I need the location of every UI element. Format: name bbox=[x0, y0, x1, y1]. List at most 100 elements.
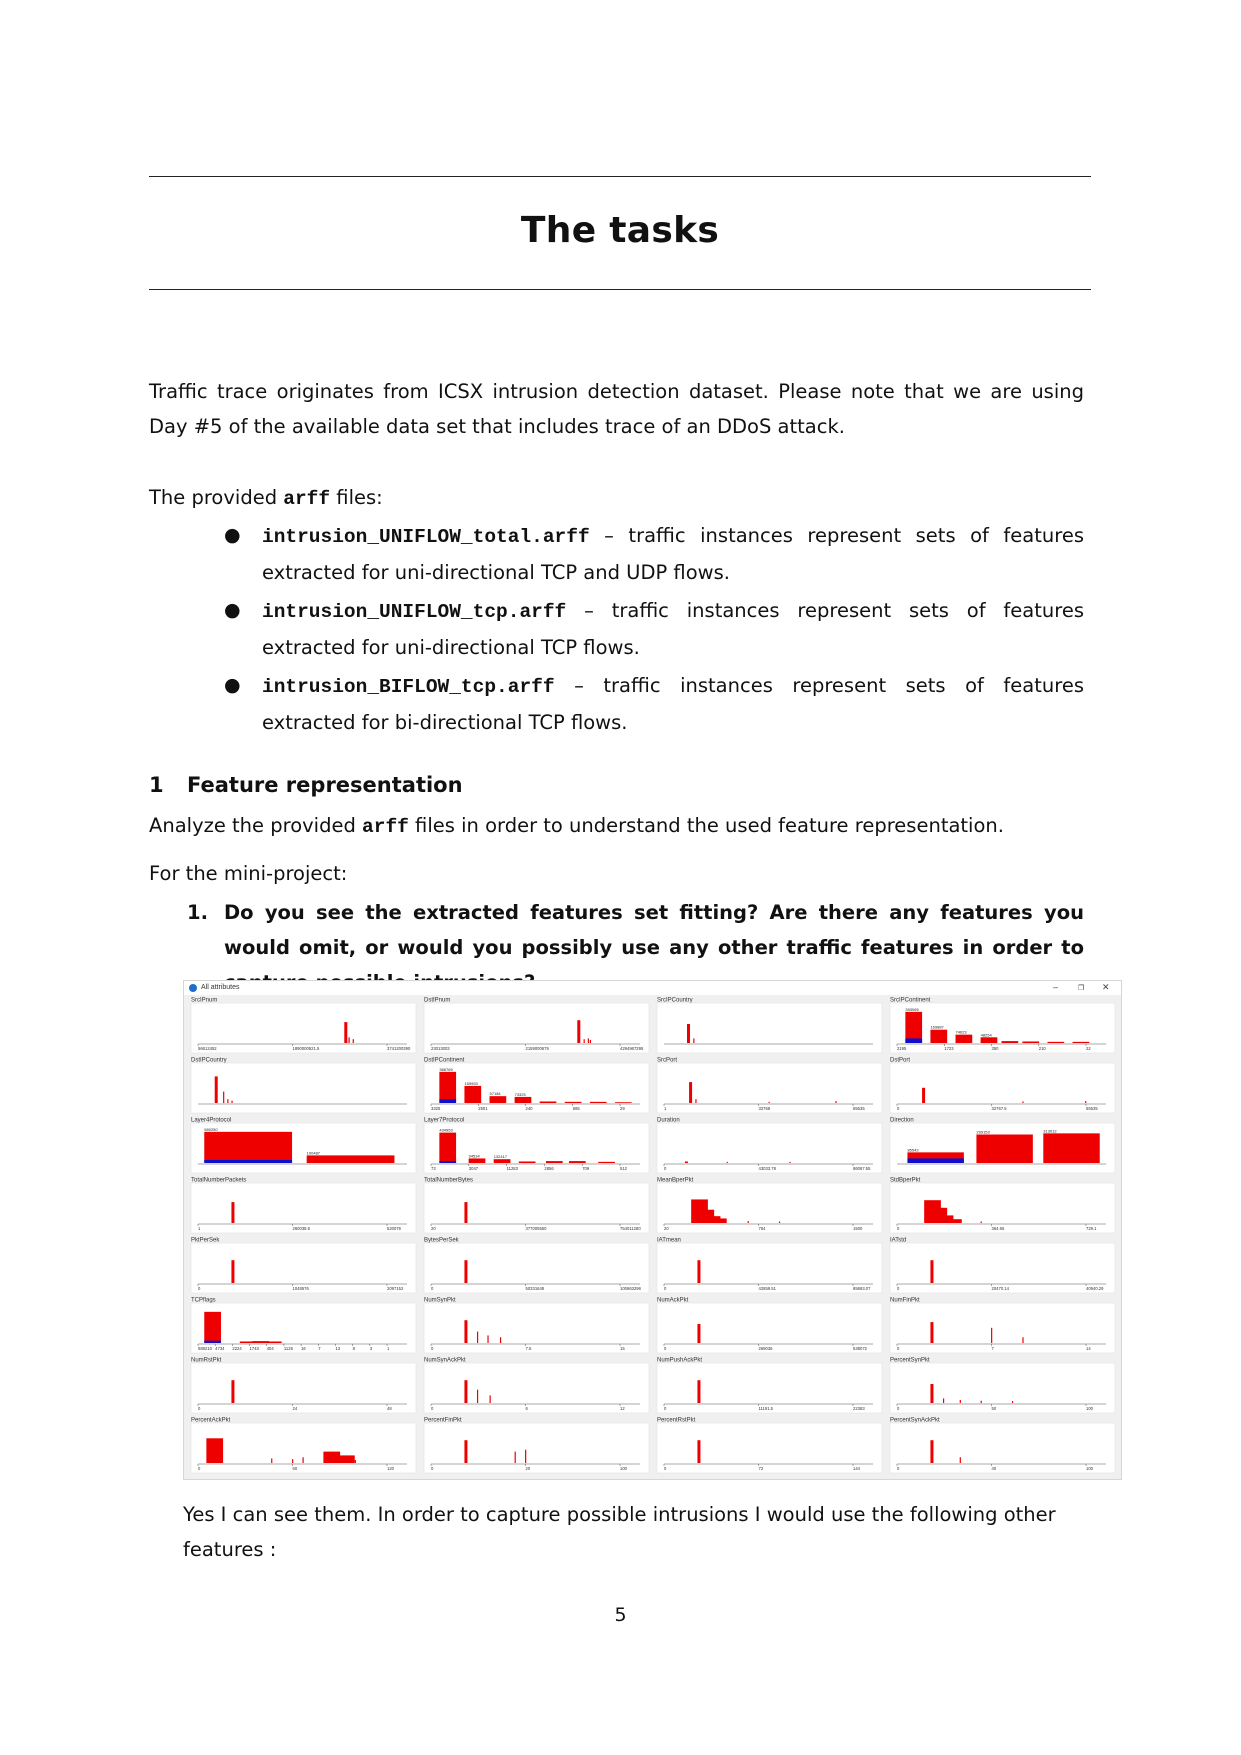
x-tick-label: 2224 bbox=[232, 1346, 242, 1351]
x-tick-label: 11191.5 bbox=[759, 1406, 774, 1411]
x-tick-label: 269036 bbox=[759, 1346, 774, 1351]
x-tick-label: 0 bbox=[198, 1466, 201, 1471]
histogram-panel bbox=[190, 1242, 417, 1294]
panel-title: PercentRstPkt bbox=[657, 1418, 696, 1424]
x-tick-label: 7.5 bbox=[526, 1346, 532, 1351]
histogram-bar bbox=[464, 1085, 482, 1103]
histogram-bar bbox=[907, 1152, 964, 1163]
histogram-bar bbox=[464, 1380, 468, 1403]
x-tick-label: 0 bbox=[664, 1406, 667, 1411]
answer-paragraph: Yes I can see them. In order to capture … bbox=[183, 1503, 1056, 1561]
x-tick-label: 73 bbox=[431, 1166, 436, 1171]
histogram-bar bbox=[514, 1096, 532, 1103]
x-tick-label: 1048576 bbox=[293, 1286, 310, 1291]
restore-icon[interactable]: ❐ bbox=[1078, 985, 1085, 992]
x-tick-label: 512 bbox=[620, 1166, 628, 1171]
x-tick-label: 754011280 bbox=[620, 1226, 641, 1231]
x-tick-label: 11283 bbox=[507, 1166, 519, 1171]
list-item: ● intrusion_UNIFLOW_total.arff – traffic… bbox=[224, 518, 1084, 590]
x-tick-label: 100 bbox=[1086, 1406, 1094, 1411]
x-tick-label: 240 bbox=[526, 1106, 534, 1111]
histogram-spike bbox=[768, 1101, 770, 1103]
histogram-bar bbox=[577, 1020, 581, 1043]
x-tick-label: 60 bbox=[293, 1466, 298, 1471]
histogram-spike bbox=[476, 1331, 479, 1343]
bar-count-label: 100487 bbox=[307, 1150, 321, 1155]
x-tick-label: 3325 bbox=[431, 1106, 441, 1111]
histogram-bar-class-b bbox=[905, 1038, 923, 1043]
x-tick-label: 665 bbox=[573, 1106, 581, 1111]
histogram-bar bbox=[697, 1380, 701, 1403]
x-tick-label: 56612452 bbox=[198, 1046, 217, 1051]
histogram-bar bbox=[589, 1101, 607, 1103]
close-icon[interactable]: ✕ bbox=[1102, 982, 1110, 992]
x-tick-label: 0 bbox=[897, 1466, 900, 1471]
panel-title: PercentSynPkt bbox=[890, 1358, 930, 1364]
list-item: ● intrusion_BIFLOW_tcp.arff – traffic in… bbox=[224, 668, 1084, 740]
x-tick-label: 85693.07 bbox=[853, 1286, 871, 1291]
page-title: The tasks bbox=[520, 210, 720, 251]
histogram-spike bbox=[589, 1039, 592, 1043]
histogram-bar bbox=[204, 1131, 293, 1163]
file-name: intrusion_BIFLOW_tcp.arff bbox=[262, 676, 555, 698]
section-heading: 1 Feature representation bbox=[149, 773, 463, 797]
x-tick-label: 42859.51 bbox=[759, 1286, 777, 1291]
histogram-panel bbox=[190, 1302, 417, 1354]
x-tick-label: 350 bbox=[992, 1046, 1000, 1051]
x-tick-label: 1126 bbox=[284, 1346, 294, 1351]
histogram-spike bbox=[695, 1099, 697, 1103]
histogram-bar bbox=[1043, 1133, 1100, 1163]
x-tick-label: 588210 bbox=[198, 1346, 213, 1351]
bar-count-label: 74623 bbox=[956, 1030, 968, 1035]
x-tick-label: 22 bbox=[1086, 1046, 1091, 1051]
histogram-spike bbox=[487, 1335, 489, 1343]
histogram-panel bbox=[889, 1062, 1116, 1114]
x-tick-label: 3 bbox=[370, 1346, 373, 1351]
window-title: All attributes bbox=[201, 984, 240, 991]
list-item: ● intrusion_UNIFLOW_tcp.arff – traffic i… bbox=[224, 593, 1084, 665]
histogram-panel bbox=[190, 1002, 417, 1054]
histogram-spike bbox=[525, 1449, 527, 1463]
histogram-spike bbox=[292, 1459, 294, 1463]
histogram-bar bbox=[306, 1155, 395, 1163]
panel-title: PktPerSek bbox=[191, 1238, 220, 1244]
histogram-bar bbox=[338, 1455, 355, 1463]
histogram-bar bbox=[1022, 1041, 1040, 1043]
panel-title: IATstd bbox=[890, 1238, 906, 1244]
histogram-spike bbox=[476, 1389, 479, 1403]
histogram-panel bbox=[423, 1182, 650, 1234]
x-tick-label: 29 bbox=[620, 1106, 625, 1111]
panel-title: Direction bbox=[890, 1118, 914, 1124]
histogram-spike bbox=[348, 1037, 350, 1043]
x-tick-label: 2856 bbox=[544, 1166, 554, 1171]
window-titlebar: All attributes – ❐ ✕ bbox=[184, 981, 1121, 995]
x-tick-label: 2195 bbox=[897, 1046, 907, 1051]
histogram-panel bbox=[423, 1362, 650, 1414]
histogram-panel bbox=[889, 1182, 1116, 1234]
x-tick-label: 20470.14 bbox=[992, 1286, 1010, 1291]
histogram-panel bbox=[656, 1362, 883, 1414]
histogram-spike bbox=[499, 1337, 502, 1343]
bar-count-label: 159953 bbox=[464, 1081, 478, 1086]
minimize-icon[interactable]: – bbox=[1053, 982, 1059, 992]
histogram-spike bbox=[959, 1457, 961, 1463]
x-tick-label: 3047 bbox=[469, 1166, 479, 1171]
histogram-panel bbox=[656, 1002, 883, 1054]
file-description: – traffic instances represent sets of fe… bbox=[262, 524, 1084, 584]
histogram-bar-class-b bbox=[907, 1158, 964, 1163]
histogram-spike bbox=[959, 1399, 961, 1403]
histogram-bar bbox=[493, 1159, 511, 1163]
x-tick-label: 520076 bbox=[387, 1226, 402, 1231]
histogram-bar bbox=[231, 1260, 235, 1283]
histogram-bar bbox=[686, 1024, 690, 1043]
histogram-spike bbox=[227, 1099, 229, 1103]
histogram-bar bbox=[344, 1022, 348, 1043]
page-number: 5 bbox=[614, 1604, 627, 1626]
x-tick-label: 0 bbox=[198, 1286, 201, 1291]
file-description: – traffic instances represent sets of fe… bbox=[262, 674, 1084, 734]
histogram-bar bbox=[709, 1218, 727, 1223]
histogram-bar bbox=[689, 1082, 693, 1103]
histogram-bar bbox=[598, 1161, 615, 1163]
histogram-bar bbox=[955, 1034, 973, 1043]
x-tick-label: 15 bbox=[620, 1346, 625, 1351]
